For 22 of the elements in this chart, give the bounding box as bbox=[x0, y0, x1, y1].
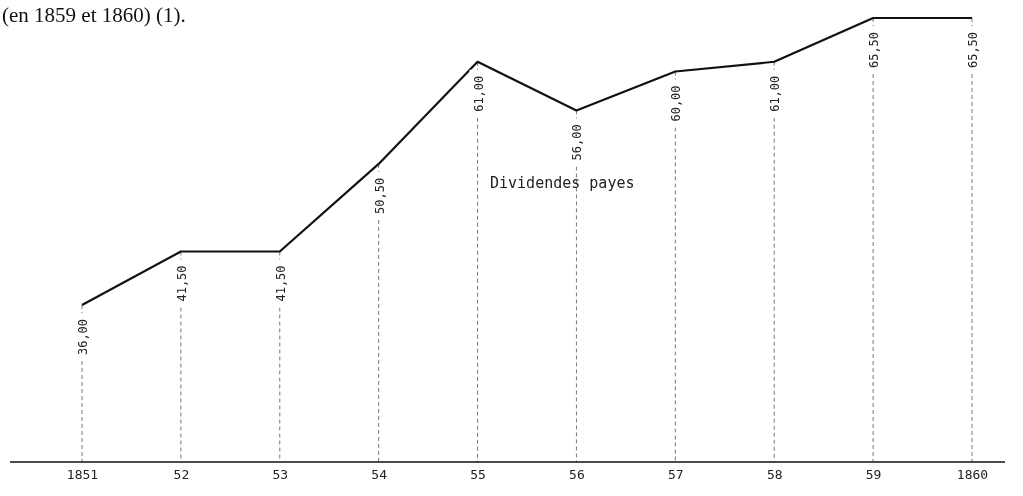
x-tick-label: 57 bbox=[668, 467, 684, 483]
x-tick-label: 59 bbox=[865, 467, 882, 483]
data-label: 61,00 bbox=[768, 75, 783, 112]
x-tick-label: 54 bbox=[371, 467, 388, 483]
data-label: 65,50 bbox=[867, 31, 882, 69]
data-label: 56,00 bbox=[570, 124, 585, 161]
data-label: 60,00 bbox=[669, 85, 684, 122]
chart-title: (en 1859 et 1860) (1). bbox=[2, 3, 186, 27]
x-tick-label: 52 bbox=[173, 467, 190, 483]
x-tick-label: 1860 bbox=[956, 467, 989, 483]
x-tick-label: 55 bbox=[470, 467, 486, 483]
x-tick-label: 53 bbox=[272, 467, 289, 483]
data-label: 50,50 bbox=[372, 177, 387, 214]
data-label: 41,50 bbox=[273, 265, 288, 302]
data-label: 36,00 bbox=[76, 318, 90, 356]
x-tick-label: 56 bbox=[569, 467, 585, 483]
data-label: 65,50 bbox=[966, 31, 980, 69]
data-label: 41,50 bbox=[174, 265, 189, 302]
text: Dividendes payes bbox=[490, 174, 635, 192]
x-tick-label: 1851 bbox=[66, 467, 99, 483]
x-tick-label: 58 bbox=[766, 467, 783, 483]
data-label: 61,00 bbox=[471, 75, 486, 112]
